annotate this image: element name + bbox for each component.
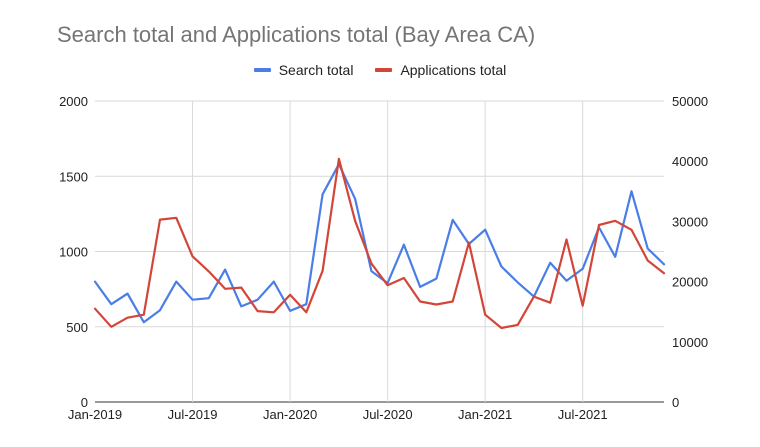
x-axis: Jan-2019 Jul-2019 Jan-2020 Jul-2020 Jan-2021… bbox=[68, 407, 608, 422]
y-left-tick-label: 1000 bbox=[59, 245, 88, 260]
series-line-search-total bbox=[93, 163, 666, 324]
legend-label-applications: Applications total bbox=[400, 62, 507, 78]
y-right-tick-label: 30000 bbox=[672, 214, 708, 229]
y-left-tick-label: 2000 bbox=[59, 94, 88, 109]
y-right-tick-label: 10000 bbox=[672, 335, 708, 350]
y-left-tick-label: 1500 bbox=[59, 169, 88, 184]
y-left-tick-label: 0 bbox=[81, 395, 88, 410]
series-layer bbox=[93, 157, 666, 330]
legend-label-search: Search total bbox=[278, 62, 354, 78]
series-line-applications-total bbox=[93, 157, 666, 330]
vertical-gridlines bbox=[192, 101, 584, 402]
legend: Search total Applications total bbox=[0, 62, 760, 78]
y-right-tick-label: 40000 bbox=[672, 154, 708, 169]
y-right-tick-label: 0 bbox=[672, 395, 679, 410]
legend-item-applications[interactable]: Applications total bbox=[375, 62, 506, 78]
y-right-tick-label: 50000 bbox=[672, 94, 708, 109]
legend-swatch-search bbox=[253, 68, 271, 72]
chart-title: Search total and Applications total (Bay… bbox=[57, 22, 536, 47]
right-axis: 0 10000 20000 30000 40000 50000 bbox=[672, 94, 708, 410]
y-right-tick-label: 20000 bbox=[672, 275, 708, 290]
x-tick-label: Jul-2021 bbox=[558, 407, 608, 422]
left-axis: 0 500 1000 1500 2000 bbox=[59, 94, 88, 410]
x-tick-label: Jan-2020 bbox=[263, 407, 317, 422]
x-tick-label: Jul-2020 bbox=[363, 407, 413, 422]
x-tick-label: Jan-2019 bbox=[68, 407, 122, 422]
x-tick-label: Jul-2019 bbox=[168, 407, 218, 422]
y-left-tick-label: 500 bbox=[66, 320, 88, 335]
legend-swatch-applications bbox=[375, 68, 393, 72]
horizontal-gridlines bbox=[95, 100, 664, 403]
legend-item-search[interactable]: Search total bbox=[253, 62, 354, 78]
x-tick-label: Jan-2021 bbox=[458, 407, 512, 422]
